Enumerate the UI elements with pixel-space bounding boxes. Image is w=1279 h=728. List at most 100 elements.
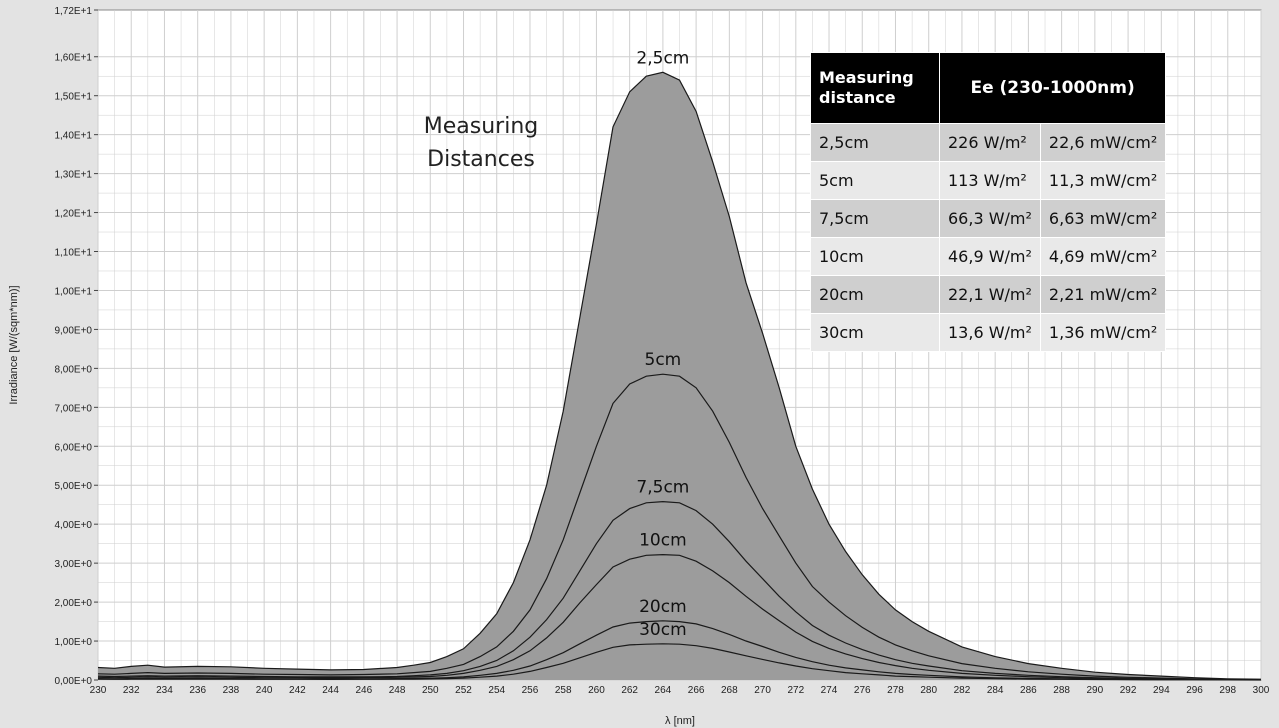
series-label-10cm: 10cm <box>639 531 687 551</box>
x-tick-label: 262 <box>621 685 638 696</box>
x-tick-label: 234 <box>156 685 173 696</box>
annotation-measuring: Measuring <box>424 114 538 139</box>
table-row: 2,5cm 226 W/m² 22,6 mW/cm² <box>810 123 1167 162</box>
cell-wm2: 22,1 W/m² <box>939 275 1041 314</box>
cell-distance: 10cm <box>810 237 940 276</box>
cell-mwcm2: 11,3 mW/cm² <box>1039 161 1167 200</box>
cell-wm2: 226 W/m² <box>939 123 1041 162</box>
y-tick-label: 2,00E+0 <box>54 598 92 609</box>
y-tick-label: 6,00E+0 <box>54 442 92 453</box>
y-tick-label: 1,40E+1 <box>54 131 92 142</box>
y-tick-label: 7,00E+0 <box>54 403 92 414</box>
series-label-2-5cm: 2,5cm <box>636 48 689 68</box>
x-axis-title: λ [nm] <box>665 715 695 727</box>
series-line-5cm <box>97 373 1262 681</box>
header-measuring-distance: Measuring distance <box>810 52 940 124</box>
series-line-30cm <box>97 643 1262 681</box>
x-tick-label: 250 <box>422 685 439 696</box>
cell-distance: 30cm <box>810 313 940 352</box>
table-row: 20cm 22,1 W/m² 2,21 mW/cm² <box>810 275 1167 314</box>
y-tick-label: 1,00E+1 <box>54 286 92 297</box>
x-tick-label: 256 <box>522 685 539 696</box>
table-row: 30cm 13,6 W/m² 1,36 mW/cm² <box>810 313 1167 352</box>
series-line-7-5cm <box>97 500 1262 681</box>
x-tick-label: 266 <box>688 685 705 696</box>
y-tick-label: 1,20E+1 <box>54 209 92 220</box>
y-tick-label: 1,30E+1 <box>54 170 92 181</box>
x-tick-label: 232 <box>123 685 140 696</box>
cell-wm2: 66,3 W/m² <box>939 199 1041 238</box>
y-tick-label: 1,72E+1 <box>54 6 92 17</box>
x-tick-label: 276 <box>854 685 871 696</box>
cell-wm2: 113 W/m² <box>939 161 1041 200</box>
cell-mwcm2: 6,63 mW/cm² <box>1039 199 1167 238</box>
table-row: 10cm 46,9 W/m² 4,69 mW/cm² <box>810 237 1167 276</box>
y-tick-label: 1,60E+1 <box>54 53 92 64</box>
header-line2: distance <box>819 88 896 107</box>
cell-mwcm2: 1,36 mW/cm² <box>1039 313 1167 352</box>
x-tick-label: 284 <box>987 685 1004 696</box>
cell-mwcm2: 4,69 mW/cm² <box>1039 237 1167 276</box>
series-line-2-5cm <box>97 71 1262 680</box>
cell-distance: 7,5cm <box>810 199 940 238</box>
series-label-7-5cm: 7,5cm <box>636 478 689 498</box>
header-ee: Ee (230-1000nm) <box>938 52 1167 124</box>
cell-wm2: 46,9 W/m² <box>939 237 1041 276</box>
x-tick-label: 292 <box>1120 685 1137 696</box>
y-tick-label: 8,00E+0 <box>54 364 92 375</box>
y-tick-label: 5,00E+0 <box>54 481 92 492</box>
x-tick-label: 238 <box>223 685 240 696</box>
x-tick-label: 230 <box>90 685 107 696</box>
cell-mwcm2: 22,6 mW/cm² <box>1039 123 1167 162</box>
x-tick-label: 280 <box>920 685 937 696</box>
series-label-30cm: 30cm <box>639 620 687 640</box>
x-tick-label: 248 <box>389 685 406 696</box>
y-tick-label: 0,00E+0 <box>54 676 92 687</box>
y-tick-label: 1,10E+1 <box>54 248 92 259</box>
x-tick-label: 244 <box>322 685 339 696</box>
series-line-10cm <box>97 553 1262 681</box>
x-tick-label: 264 <box>655 685 672 696</box>
x-tick-label: 270 <box>754 685 771 696</box>
x-tick-label: 288 <box>1053 685 1070 696</box>
annotation-distances: Distances <box>427 147 535 172</box>
cell-distance: 20cm <box>810 275 940 314</box>
y-axis-title: Irradiance [W/(sqm*nm)] <box>8 285 20 404</box>
table-row: 5cm 113 W/m² 11,3 mW/cm² <box>810 161 1167 200</box>
x-tick-label: 294 <box>1153 685 1170 696</box>
x-tick-label: 236 <box>189 685 206 696</box>
x-tick-label: 296 <box>1186 685 1203 696</box>
x-tick-label: 278 <box>887 685 904 696</box>
x-axis-ticks: 230 232 234 236 238 240 242 244 246 248 250 252 254 2… <box>90 685 1270 696</box>
y-tick-label: 4,00E+0 <box>54 520 92 531</box>
x-tick-label: 300 <box>1253 685 1270 696</box>
cell-wm2: 13,6 W/m² <box>939 313 1041 352</box>
x-tick-label: 286 <box>1020 685 1037 696</box>
cell-distance: 5cm <box>810 161 940 200</box>
x-tick-label: 274 <box>821 685 838 696</box>
x-tick-label: 268 <box>721 685 738 696</box>
cell-distance: 2,5cm <box>810 123 940 162</box>
table-row: 7,5cm 66,3 W/m² 6,63 mW/cm² <box>810 199 1167 238</box>
y-tick-label: 1,00E+0 <box>54 637 92 648</box>
irradiance-table: Measuring distance Ee (230-1000nm) 2,5cm… <box>810 52 1167 352</box>
x-tick-label: 290 <box>1087 685 1104 696</box>
x-tick-label: 260 <box>588 685 605 696</box>
y-tick-label: 9,00E+0 <box>54 325 92 336</box>
header-line1: Measuring <box>819 68 914 87</box>
series-lines <box>97 71 1262 681</box>
x-tick-label: 272 <box>787 685 804 696</box>
x-tick-label: 246 <box>355 685 372 696</box>
y-tick-label: 1,50E+1 <box>54 92 92 103</box>
x-tick-label: 242 <box>289 685 306 696</box>
x-tick-label: 282 <box>954 685 971 696</box>
x-tick-label: 240 <box>256 685 273 696</box>
x-tick-label: 298 <box>1219 685 1236 696</box>
series-label-20cm: 20cm <box>639 597 687 617</box>
y-axis-ticks: 0,00E+0 1,00E+0 2,00E+0 3,00E+0 4,00E+0 5,00E… <box>54 6 98 687</box>
y-tick-label: 3,00E+0 <box>54 559 92 570</box>
series-label-5cm: 5cm <box>645 350 682 370</box>
series-labels: 2,5cm 5cm 7,5cm 10cm 20cm 30cm <box>636 48 689 639</box>
x-tick-label: 258 <box>555 685 572 696</box>
cell-mwcm2: 2,21 mW/cm² <box>1039 275 1167 314</box>
